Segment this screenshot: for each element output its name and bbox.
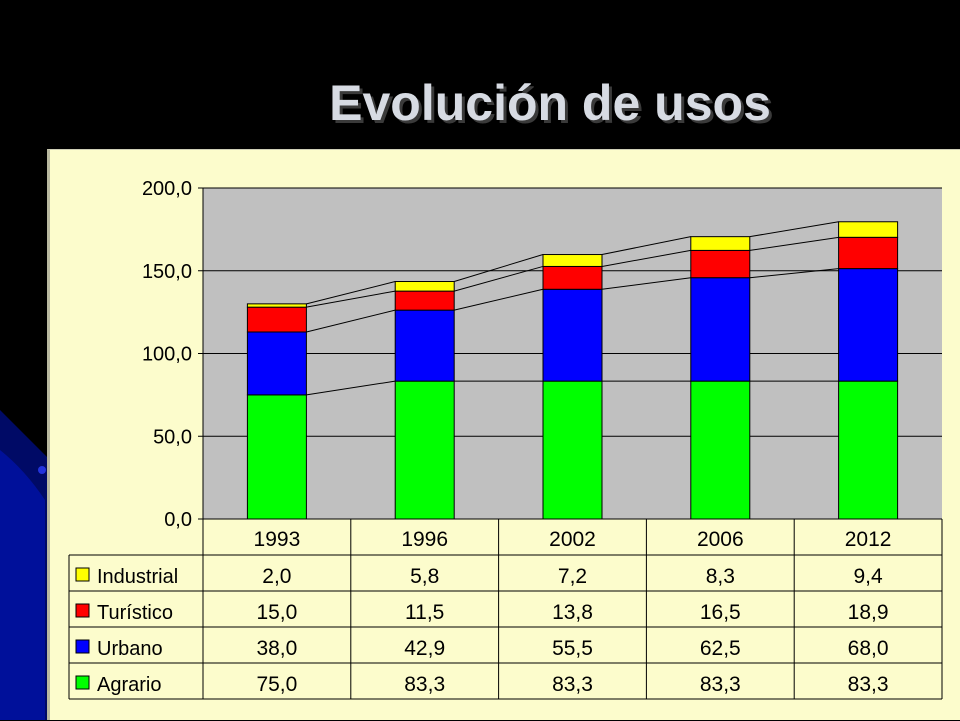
series-line — [749, 236, 839, 251]
data-table-value: 83,3 — [700, 673, 741, 696]
bar-segment — [246, 306, 307, 333]
series-line — [749, 268, 839, 279]
series-line — [306, 281, 396, 305]
bar-segment — [690, 380, 751, 520]
stacked-bar-chart: 0,0 50,0 100,0 150,0 200,0 1993 1996 2002 2006 20… — [68, 178, 943, 700]
y-tick-label: 150,0 — [142, 261, 192, 283]
bar-segment — [542, 288, 603, 382]
series-line — [306, 290, 396, 308]
series-line — [749, 221, 839, 238]
data-table-value: 11,5 — [405, 601, 444, 624]
bar-segment — [838, 221, 899, 238]
series-line — [601, 249, 691, 267]
data-table-value: 83,3 — [848, 673, 889, 696]
data-table-value: 5,8 — [410, 565, 439, 588]
bar-segment — [246, 394, 307, 520]
x-category-label: 2002 — [549, 528, 596, 551]
data-table-value: 75,0 — [256, 673, 297, 696]
series-line — [601, 277, 691, 290]
bar-segment — [838, 236, 899, 270]
series-line — [454, 265, 544, 292]
series-line — [601, 236, 691, 256]
data-table-value: 83,3 — [552, 673, 593, 696]
data-table-value: 16,5 — [700, 601, 741, 624]
x-category-label: 1993 — [254, 528, 301, 551]
bar-segment — [246, 303, 307, 308]
bar-segment — [246, 331, 307, 396]
bar-segment — [542, 254, 603, 267]
data-table-value: 2,0 — [262, 565, 291, 588]
data-table-value: 8,3 — [706, 565, 735, 588]
data-table-value: 55,5 — [552, 637, 593, 660]
series-line — [454, 288, 544, 311]
bar-segment — [690, 236, 751, 251]
data-table-value: 68,0 — [848, 637, 889, 660]
bar-segment — [542, 380, 603, 520]
data-table-value: 7,2 — [558, 565, 587, 588]
bar-segment — [690, 249, 751, 279]
legend-label: Urbano — [97, 638, 163, 660]
data-table-value: 15,0 — [256, 601, 297, 624]
legend-swatch — [75, 603, 90, 618]
data-table-value: 62,5 — [700, 637, 741, 660]
data-table-value: 9,4 — [853, 565, 883, 588]
legend-swatch — [75, 675, 90, 690]
bar-segment — [394, 380, 455, 520]
legend-swatch — [75, 567, 90, 582]
x-category-label: 1996 — [401, 528, 448, 551]
series-line — [306, 380, 396, 396]
data-table-value: 18,9 — [848, 601, 889, 624]
chart-panel: 0,0 50,0 100,0 150,0 200,0 1993 1996 2002 2006 20… — [47, 149, 960, 720]
bar-segment — [394, 309, 455, 382]
bar-segment — [838, 380, 899, 520]
bar-segment — [394, 290, 455, 311]
y-tick-label: 100,0 — [142, 344, 192, 366]
slide-decoration — [0, 410, 60, 720]
series-line — [306, 309, 396, 333]
series-line — [454, 254, 544, 282]
bar-segment — [394, 281, 455, 292]
bar-segment — [838, 268, 899, 382]
legend-label: Turístico — [97, 602, 173, 624]
x-category-label: 2006 — [697, 528, 744, 551]
y-tick-label: 200,0 — [142, 178, 192, 200]
slide-title: Evolución de usos — [329, 75, 771, 131]
legend-swatch — [75, 639, 90, 654]
data-table-value: 13,8 — [552, 601, 593, 624]
y-tick-label: 0,0 — [164, 509, 192, 531]
y-tick-label: 50,0 — [153, 426, 192, 448]
data-table-value: 42,9 — [404, 637, 445, 660]
bar-segment — [690, 277, 751, 382]
data-table-value: 38,0 — [256, 637, 297, 660]
data-table-value: 83,3 — [404, 673, 445, 696]
x-category-label: 2012 — [845, 528, 892, 551]
legend-label: Agrario — [97, 674, 161, 696]
bar-segment — [542, 265, 603, 290]
legend-label: Industrial — [97, 566, 178, 588]
